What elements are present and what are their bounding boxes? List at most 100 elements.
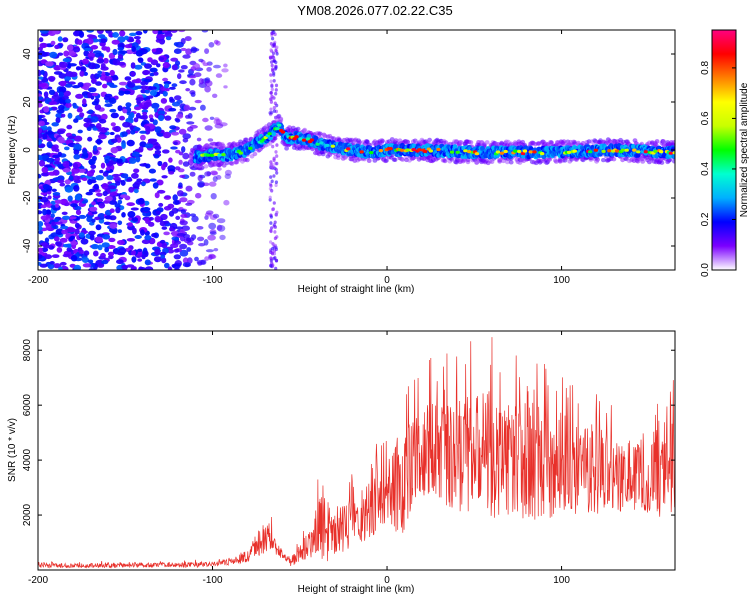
spectrogram-noise-cell	[122, 264, 128, 270]
spectrogram-noise-cell	[140, 85, 148, 90]
spectrogram-peak-cell	[238, 151, 243, 155]
spectrogram-noise-cell	[89, 56, 94, 61]
spectrogram-noise-cell	[110, 112, 119, 119]
spectrogram-noise-cell	[95, 236, 103, 243]
spectrogram-noise-cell	[86, 126, 92, 131]
spectrogram-halo-cell	[412, 138, 418, 143]
spectrogram-noise-cell	[131, 172, 139, 179]
spectrogram-noise-cell	[149, 67, 158, 73]
spectrogram-noise-cell	[143, 101, 153, 108]
spectrogram-noise-cell	[151, 48, 157, 53]
spectrogram-halo-cell	[672, 140, 675, 145]
spectrogram-noise-cell	[53, 71, 63, 75]
spectrogram-noise-cell	[121, 142, 126, 149]
spectrogram-noise-cell	[78, 214, 87, 219]
spectrogram-halo-cell	[364, 139, 370, 144]
colorbar: 0.0 0.2 0.4 0.6 0.8 Normalized spectral ampl…	[700, 29, 750, 277]
spectrogram-noise-cell	[57, 136, 65, 143]
spectrogram-noise-cell	[78, 232, 85, 238]
spectrogram-noise-cell	[124, 76, 132, 81]
spectrogram-streak-cell	[269, 73, 273, 77]
spectrogram-noise-cell	[70, 200, 80, 204]
spectrogram-noise-cell	[195, 192, 202, 199]
spectrogram-noise-cell	[96, 147, 102, 151]
spectrogram-noise-cell	[144, 89, 150, 94]
spectrogram-streak-cell	[270, 188, 274, 193]
spectrogram-noise-cell	[142, 106, 149, 110]
spectrogram-noise-cell	[140, 229, 145, 236]
spectrogram-noise-cell	[103, 127, 109, 131]
spectrogram-noise-cell	[71, 167, 80, 174]
spectrogram-noise-cell	[86, 216, 93, 223]
spectrogram-streak-cell	[271, 36, 275, 41]
spectrogram-noise-cell	[118, 247, 127, 254]
spectrogram-streak-cell	[272, 56, 276, 61]
spectrogram-noise-cell	[164, 83, 170, 89]
spectrogram-noise-cell	[56, 130, 65, 135]
spectrogram-noise-cell	[210, 193, 217, 200]
spectrogram-noise-cell	[109, 208, 115, 213]
spectrogram-noise-cell	[204, 80, 213, 87]
spectrogram-halo-cell	[442, 158, 448, 164]
spectrogram-noise-cell	[81, 257, 90, 263]
spectrogram-noise-cell	[117, 61, 126, 66]
spectrogram-noise-cell	[52, 192, 61, 196]
spectrogram-noise-cell	[147, 138, 157, 143]
spectrogram-noise-cell	[215, 73, 223, 78]
spectrogram-noise-cell	[179, 243, 188, 250]
spectrogram-noise-cell	[50, 213, 55, 218]
spectrogram-noise-cell	[54, 44, 60, 50]
spectrogram-peak-cell	[280, 130, 286, 134]
spectrogram-streak-cell	[269, 175, 273, 179]
spectrogram-streak-cell	[271, 67, 275, 71]
spectrogram-noise-cell	[91, 210, 98, 215]
spectrogram-noise-cell	[57, 151, 62, 157]
spectrogram-noise-cell	[45, 61, 54, 67]
spectrogram-noise-cell	[95, 224, 102, 231]
spectrogram-noise-cell	[202, 117, 209, 123]
spectrogram-noise-cell	[127, 82, 136, 88]
spectrogram-noise-cell	[213, 248, 219, 252]
spectrogram-noise-cell	[38, 138, 42, 146]
spectrogram-noise-cell	[131, 266, 137, 270]
spectrogram-noise-cell	[95, 192, 103, 197]
spectrogram-noise-cell	[73, 185, 80, 192]
spectrogram-peak-cell	[503, 149, 508, 154]
spectrogram-peak-cell	[369, 151, 374, 155]
spectrogram-noise-cell	[204, 171, 212, 177]
spectrogram-noise-cell	[216, 218, 226, 224]
spectrogram-noise-cell	[133, 117, 139, 123]
spectrogram-noise-cell	[188, 106, 197, 111]
spectrogram-noise-cell	[144, 143, 154, 149]
spectrogram-noise-cell	[88, 188, 96, 193]
spectrogram-noise-cell	[87, 52, 96, 59]
spectrogram-noise-cell	[133, 127, 141, 132]
spectrogram-noise-cell	[153, 154, 160, 159]
spectrogram-noise-cell	[55, 221, 63, 225]
spectrogram-streak-cell	[275, 143, 279, 147]
spectrogram-streak-cell	[273, 236, 277, 241]
spectrogram-noise-cell	[119, 115, 125, 121]
spectrogram-noise-cell	[120, 194, 128, 199]
spectrogram-noise-cell	[149, 178, 157, 182]
spectrogram-halo-cell	[561, 142, 567, 147]
spectrogram-noise-cell	[45, 179, 51, 185]
spectrogram-xtick-label: 0	[384, 275, 390, 286]
spectrogram-noise-cell	[38, 83, 47, 87]
spectrogram-noise-cell	[117, 54, 124, 60]
spectrogram-noise-cell	[57, 36, 63, 42]
spectrogram-noise-cell	[73, 154, 81, 160]
spectrogram-streak-cell	[274, 168, 278, 172]
spectrogram-noise-cell	[180, 65, 188, 70]
spectrogram-peak-cell	[672, 151, 675, 155]
spectrogram-noise-cell	[75, 66, 81, 71]
spectrogram-halo-cell	[405, 139, 410, 145]
spectrogram-peak-cell	[319, 141, 324, 145]
spectrogram-noise-cell	[154, 215, 162, 223]
spectrogram-streak-cell	[273, 67, 277, 71]
spectrogram-noise-cell	[74, 194, 82, 201]
spectrogram-noise-cell	[107, 185, 117, 190]
spectrogram-noise-cell	[173, 248, 180, 253]
spectrogram-noise-cell	[156, 63, 161, 68]
spectrogram-noise-cell	[78, 249, 84, 255]
